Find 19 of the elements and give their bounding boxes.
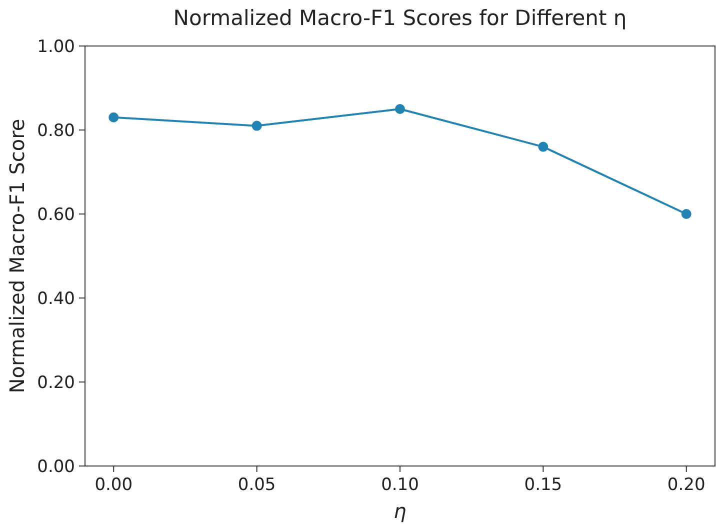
x-tick-label: 0.15: [524, 475, 562, 495]
chart-title: Normalized Macro-F1 Scores for Different η: [173, 6, 627, 30]
y-tick-label: 0.20: [37, 372, 75, 393]
y-tick-label: 0.60: [37, 204, 75, 225]
y-axis-title: Normalized Macro-F1 Score: [5, 118, 29, 394]
x-tick-label: 0.20: [667, 475, 706, 495]
point: [395, 104, 405, 114]
point: [108, 112, 119, 122]
y-tick-label: 0.40: [37, 288, 75, 309]
x-tick-label: 0.00: [94, 475, 133, 495]
y-tick-label: 0.80: [37, 120, 75, 141]
y-tick-label: 1.00: [37, 36, 75, 57]
point: [252, 120, 262, 131]
point: [538, 142, 548, 152]
y-tick-label: 0.00: [37, 456, 75, 477]
x-tick-label: 0.10: [381, 475, 419, 495]
x-axis-title: η: [394, 499, 407, 523]
point: [681, 209, 692, 219]
x-tick-label: 0.05: [238, 475, 276, 495]
